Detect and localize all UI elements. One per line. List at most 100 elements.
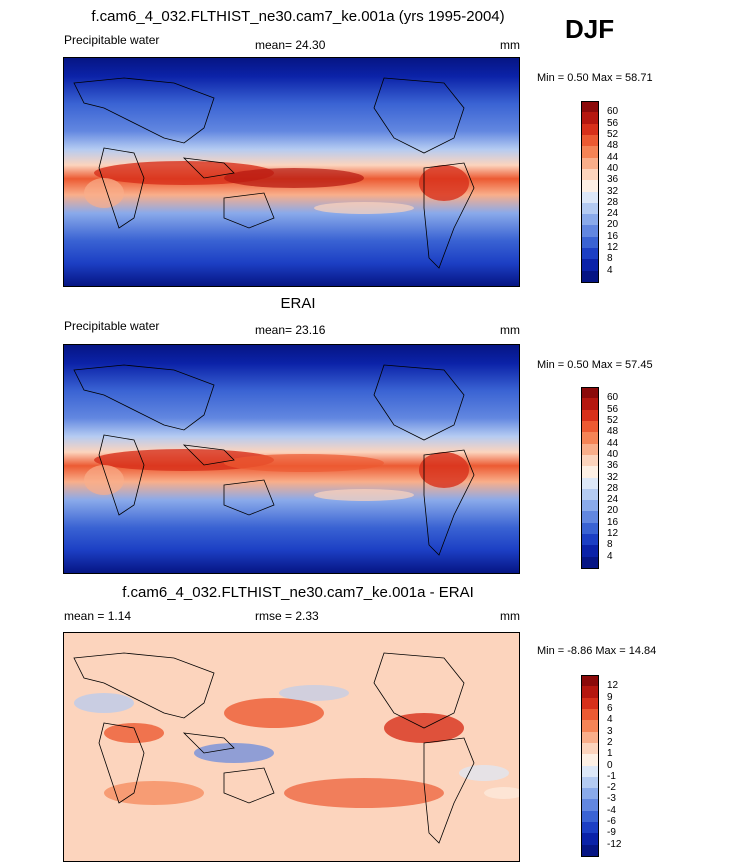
colorbar-swatch xyxy=(581,270,599,283)
colorbar-tick-label: 56 xyxy=(607,117,619,129)
colorbar-swatch xyxy=(581,686,599,699)
colorbar-swatch xyxy=(581,675,599,687)
colorbar-swatch xyxy=(581,387,599,399)
colorbar-tick-label: 16 xyxy=(607,516,619,528)
colorbar-tick-label: 0 xyxy=(607,759,613,771)
colorbar-tick-label: 6 xyxy=(607,702,613,714)
colorbar-swatch xyxy=(581,488,599,501)
colorbar-swatch xyxy=(581,754,599,766)
colorbar-tick-label: -12 xyxy=(607,838,622,850)
panel3-map-svg xyxy=(64,633,519,861)
colorbar-swatch xyxy=(581,398,599,411)
panel3-left-label: mean = 1.14 xyxy=(64,609,132,623)
colorbar-tick-label: 4 xyxy=(607,264,613,276)
panel1-map-svg xyxy=(64,58,519,286)
colorbar-swatch xyxy=(581,101,599,113)
colorbar-tick-label: 48 xyxy=(607,140,619,152)
panel1-colorbar: 60 56 52 48 44 40 36 32 28 24 20 16 12 8 4 xyxy=(581,101,641,283)
panel3-map xyxy=(63,632,520,862)
colorbar-tick-label: 2 xyxy=(607,736,613,748)
colorbar-swatch xyxy=(581,466,599,478)
colorbar-tick-label: 28 xyxy=(607,482,619,494)
colorbar-swatch xyxy=(581,214,599,226)
panel2-colorbar: 60 56 52 48 44 40 36 32 28 24 20 16 12 8 4 xyxy=(581,387,641,569)
colorbar-swatch xyxy=(581,822,599,834)
colorbar-swatch xyxy=(581,765,599,778)
colorbar-swatch xyxy=(581,844,599,857)
colorbar-swatch xyxy=(581,168,599,181)
colorbar-swatch xyxy=(581,112,599,125)
panel3-rmse-label: rmse = 2.33 xyxy=(255,609,319,623)
colorbar-swatch xyxy=(581,742,599,755)
colorbar-swatch xyxy=(581,409,599,422)
colorbar-swatch xyxy=(581,477,599,490)
colorbar-tick-label: -9 xyxy=(607,827,616,839)
panel1-left-label: Precipitable water xyxy=(64,33,160,47)
colorbar-swatch xyxy=(581,420,599,433)
colorbar-tick-label: 44 xyxy=(607,151,619,163)
panel1-title: f.cam6_4_032.FLTHIST_ne30.cam7_ke.001a (… xyxy=(91,8,505,25)
colorbar-swatch xyxy=(581,180,599,192)
colorbar-swatch xyxy=(581,454,599,467)
colorbar-swatch xyxy=(581,810,599,823)
panel3-minmax: Min = -8.86 Max = 14.84 xyxy=(537,645,657,657)
colorbar-tick-label: 8 xyxy=(607,539,613,551)
colorbar-swatch xyxy=(581,511,599,524)
panel2-map-svg xyxy=(64,345,519,573)
colorbar-tick-label: 24 xyxy=(607,494,619,506)
panel2-title: ERAI xyxy=(280,295,316,312)
colorbar-swatch xyxy=(581,708,599,721)
panel1-units: mm xyxy=(500,38,520,52)
colorbar-tick-label: 32 xyxy=(607,471,619,483)
colorbar-swatch xyxy=(581,522,599,535)
colorbar-swatch xyxy=(581,123,599,136)
colorbar-swatch xyxy=(581,443,599,456)
colorbar-swatch xyxy=(581,157,599,170)
colorbar-swatch xyxy=(581,788,599,800)
colorbar-tick-label: 1 xyxy=(607,748,613,760)
colorbar-swatch xyxy=(581,545,599,558)
colorbar-tick-label: 20 xyxy=(607,219,619,231)
colorbar-tick-label: 60 xyxy=(607,392,619,404)
colorbar-swatch xyxy=(581,833,599,846)
colorbar-tick-label: 36 xyxy=(607,174,619,186)
panel3-colorbar: 12 9 6 4 3 2 1 0 -1 -2 -3 -4 -6 -9 -12 xyxy=(581,675,641,857)
colorbar-tick-label: -3 xyxy=(607,793,616,805)
colorbar-swatch xyxy=(581,146,599,159)
colorbar-swatch xyxy=(581,259,599,272)
colorbar-tick-label: -6 xyxy=(607,816,616,828)
colorbar-tick-label: 4 xyxy=(607,550,613,562)
colorbar-tick-label: 3 xyxy=(607,725,613,737)
colorbar-tick-label: 52 xyxy=(607,128,619,140)
colorbar-tick-label: 40 xyxy=(607,162,619,174)
colorbar-tick-label: 20 xyxy=(607,505,619,517)
colorbar-tick-label: 8 xyxy=(607,253,613,265)
colorbar-swatch xyxy=(581,202,599,215)
season-label: DJF xyxy=(565,14,615,44)
colorbar-tick-label: 4 xyxy=(607,714,613,726)
colorbar-swatch xyxy=(581,236,599,249)
colorbar-tick-label: 40 xyxy=(607,448,619,460)
colorbar-swatch xyxy=(581,134,599,147)
colorbar-swatch xyxy=(581,432,599,445)
colorbar-swatch xyxy=(581,534,599,546)
panel2-map xyxy=(63,344,520,574)
colorbar-tick-label: 52 xyxy=(607,414,619,426)
colorbar-tick-label: 60 xyxy=(607,106,619,118)
panel2-mean-label: mean= 23.16 xyxy=(255,323,326,337)
colorbar-swatch xyxy=(581,225,599,238)
colorbar-swatch xyxy=(581,191,599,204)
panel3-title: f.cam6_4_032.FLTHIST_ne30.cam7_ke.001a -… xyxy=(122,584,474,601)
panel2-units: mm xyxy=(500,323,520,337)
colorbar-swatch xyxy=(581,799,599,812)
colorbar-swatch xyxy=(581,556,599,569)
colorbar-tick-label: 36 xyxy=(607,460,619,472)
colorbar-tick-label: 12 xyxy=(607,680,619,692)
colorbar-tick-label: 24 xyxy=(607,208,619,220)
colorbar-swatch xyxy=(581,776,599,789)
panel2-minmax: Min = 0.50 Max = 57.45 xyxy=(537,359,653,371)
colorbar-swatch xyxy=(581,500,599,512)
colorbar-swatch xyxy=(581,720,599,733)
colorbar-tick-label: -2 xyxy=(607,782,616,794)
panel1-mean-label: mean= 24.30 xyxy=(255,38,326,52)
